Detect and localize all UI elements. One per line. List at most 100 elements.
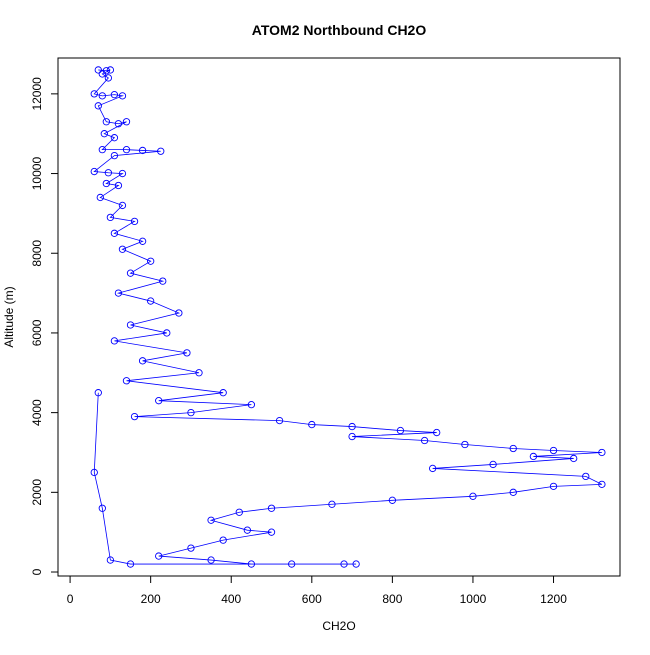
data-point — [104, 74, 113, 82]
data-point — [114, 181, 123, 190]
y-tick-label: 12000 — [30, 77, 44, 111]
data-point — [509, 444, 517, 453]
data-point — [598, 480, 606, 489]
x-tick-label: 0 — [67, 592, 74, 606]
data-point — [138, 237, 147, 245]
data-point — [106, 213, 115, 222]
x-axis-label: CH2O — [322, 619, 355, 633]
x-tick-label: 1000 — [460, 592, 487, 606]
data-point — [106, 556, 115, 564]
data-point — [114, 289, 123, 297]
x-axis: 0 200 400 600 800 1000 1200 — [67, 575, 567, 606]
y-tick-label: 4000 — [30, 399, 44, 426]
x-tick-label: 800 — [382, 592, 402, 606]
data-point — [94, 102, 102, 110]
data-point — [598, 448, 606, 457]
data-point — [159, 277, 167, 285]
y-tick-label: 8000 — [30, 240, 44, 267]
y-tick-label: 0 — [30, 568, 44, 575]
data-point — [352, 560, 360, 568]
data-point — [549, 446, 558, 455]
data-point — [157, 147, 165, 155]
data-point — [219, 536, 227, 544]
y-tick-label: 2000 — [30, 479, 44, 506]
data-point — [138, 357, 147, 365]
data-point — [247, 560, 256, 568]
data-point — [110, 134, 119, 142]
data-point — [187, 544, 195, 552]
data-point — [328, 500, 336, 508]
data-point — [267, 528, 276, 536]
data-point — [122, 377, 131, 385]
data-point — [433, 428, 441, 437]
data-point — [126, 321, 135, 329]
data-point — [348, 432, 356, 441]
data-point — [110, 91, 119, 99]
data-point — [396, 426, 405, 435]
data-point — [247, 401, 256, 409]
data-point — [163, 329, 171, 337]
data-point — [102, 118, 110, 126]
data-point — [118, 169, 127, 178]
data-point — [235, 508, 243, 516]
data-point — [175, 309, 183, 317]
data-point — [187, 408, 195, 417]
series-line — [93, 69, 603, 565]
data-point — [207, 556, 215, 564]
data-point — [114, 120, 123, 128]
data-point — [275, 416, 284, 425]
data-point — [126, 269, 135, 277]
data-point — [469, 492, 477, 500]
y-tick-label: 6000 — [30, 319, 44, 346]
data-point — [489, 460, 497, 469]
data-point — [90, 468, 98, 477]
plot-frame — [57, 57, 621, 577]
data-point — [110, 229, 119, 237]
data-point — [243, 526, 251, 534]
data-point — [388, 496, 397, 504]
data-point — [118, 201, 127, 210]
data-point — [90, 90, 98, 98]
data-point — [102, 179, 110, 188]
data-point — [183, 349, 191, 357]
data-layer — [90, 66, 606, 568]
data-point — [549, 482, 558, 490]
data-point — [147, 297, 155, 305]
data-point — [461, 440, 469, 449]
data-point — [207, 516, 215, 524]
data-point — [122, 145, 131, 154]
data-point — [94, 389, 102, 397]
data-point — [126, 560, 135, 568]
data-point — [106, 66, 115, 74]
data-point — [195, 369, 203, 377]
y-axis: 0 2000 4000 6000 8000 10000 12000 — [30, 77, 59, 575]
data-point — [340, 560, 348, 568]
data-point — [219, 389, 227, 397]
data-point — [155, 552, 163, 560]
data-point — [582, 472, 590, 481]
x-tick-label: 400 — [221, 592, 241, 606]
data-point — [90, 167, 98, 176]
y-axis-label: Altitude (m) — [2, 286, 16, 347]
data-point — [529, 452, 538, 461]
data-point — [308, 420, 316, 429]
data-point — [130, 217, 139, 226]
y-tick-label: 10000 — [30, 157, 44, 191]
data-point — [110, 337, 119, 345]
data-point — [118, 245, 127, 253]
data-point — [100, 130, 108, 138]
data-point — [122, 118, 131, 126]
data-point — [288, 560, 296, 568]
data-point — [104, 169, 113, 177]
data-point — [98, 504, 106, 512]
data-point — [420, 436, 429, 445]
data-point — [147, 257, 155, 265]
data-point — [429, 464, 437, 473]
data-point — [94, 66, 102, 74]
data-point — [570, 454, 578, 463]
x-tick-label: 600 — [302, 592, 322, 606]
data-point — [118, 92, 127, 100]
data-point — [138, 146, 147, 155]
